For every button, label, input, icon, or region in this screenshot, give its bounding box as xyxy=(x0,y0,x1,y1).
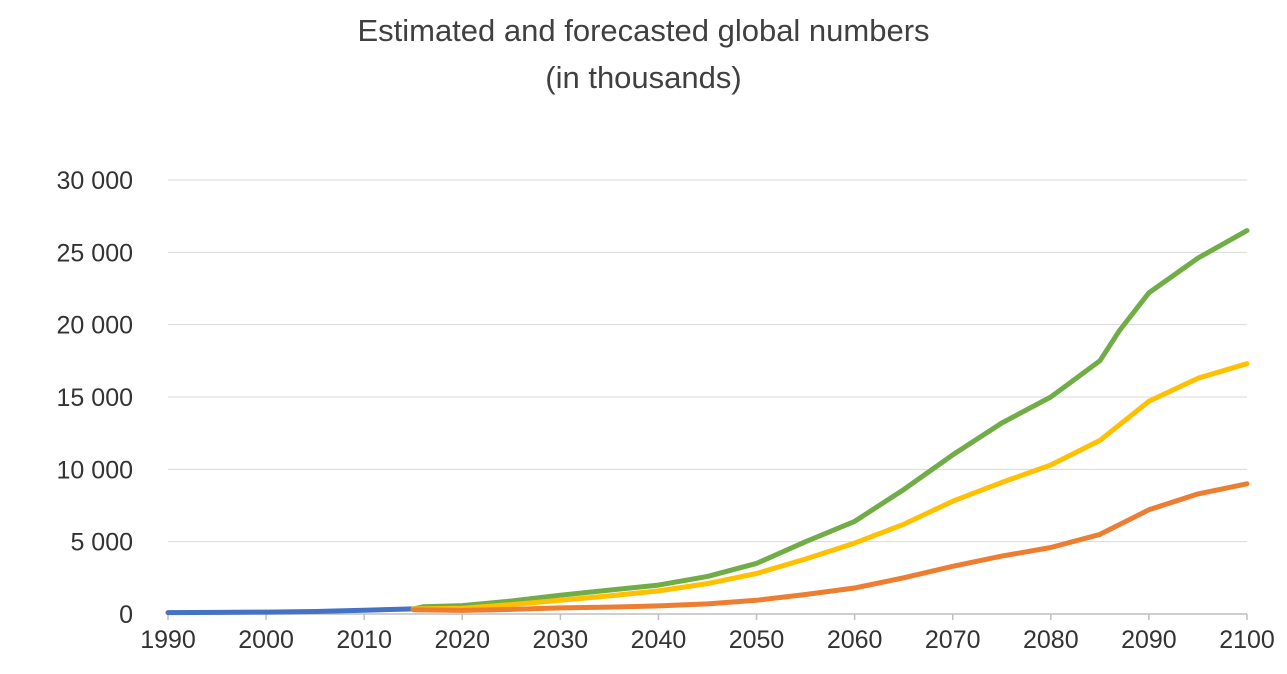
x-tick-label: 2090 xyxy=(1121,626,1177,654)
x-tick-label: 2050 xyxy=(729,626,785,654)
x-tick-label: 2070 xyxy=(925,626,981,654)
x-tick-label: 1990 xyxy=(140,626,196,654)
x-tick-label: 2000 xyxy=(238,626,294,654)
x-tick-label: 2020 xyxy=(434,626,490,654)
x-tick-label: 2100 xyxy=(1219,626,1275,654)
series-lines xyxy=(165,228,1250,616)
series-line-3 xyxy=(410,361,1250,612)
chart-title: Estimated and forecasted global numbers xyxy=(357,13,930,48)
x-tick-label: 2040 xyxy=(631,626,687,654)
y-tick-label: 0 xyxy=(119,601,133,629)
chart-subtitle: (in thousands) xyxy=(545,60,742,95)
y-tick-label: 15 000 xyxy=(57,384,133,412)
x-tick-label: 2010 xyxy=(336,626,392,654)
y-tick-label: 30 000 xyxy=(57,167,133,195)
series-line-1 xyxy=(165,606,416,616)
y-tick-label: 25 000 xyxy=(57,239,133,267)
y-tick-label: 10 000 xyxy=(57,456,133,484)
series-line-2 xyxy=(410,228,1250,612)
y-axis-tick-labels: 0 5 000 10 000 15 000 20 000 25 000 30 000 xyxy=(57,167,133,629)
x-axis-tick-labels: 1990 2000 2010 2020 2030 2040 2050 2060 2070 2080… xyxy=(140,626,1275,654)
x-tick-label: 2060 xyxy=(827,626,883,654)
x-tick-label: 2030 xyxy=(533,626,589,654)
y-tick-label: 20 000 xyxy=(57,312,133,340)
gridlines xyxy=(167,179,1248,620)
series-line-4 xyxy=(410,481,1250,613)
y-tick-label: 5 000 xyxy=(70,529,133,557)
x-tick-label: 2080 xyxy=(1023,626,1079,654)
